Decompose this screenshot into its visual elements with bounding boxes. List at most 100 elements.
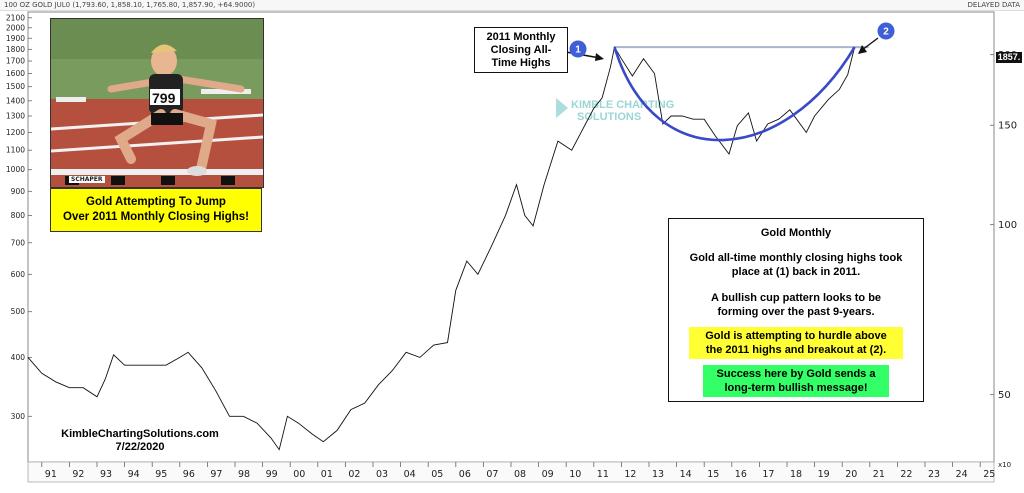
marker-2-label: 2 [883,27,889,38]
gold-price-line [27,45,856,451]
callout-2011-highs: 2011 Monthly Closing All- Time Highs [474,27,568,73]
last-price-tag: 1857. [996,52,1022,63]
left-tick-label: 2000 [6,23,25,32]
right-tick-label: 100 [998,220,1017,231]
instrument-bar: 100 OZ GOLD JUL0 (1,793.60, 1,858.10, 1,… [0,0,1024,11]
x-tick-label: 04 [404,469,416,480]
left-tick-label: 1000 [6,165,25,174]
x-tick-label: 96 [183,469,195,480]
x-tick-label: 92 [72,469,84,480]
notes-p1-line1: Gold all-time monthly closing highs took [689,252,903,264]
x-tick-label: 93 [100,469,112,480]
notes-green-line2: long-term bullish message! [724,382,868,394]
left-tick-label: 300 [11,412,26,421]
caption-line2: Over 2011 Monthly Closing Highs! [63,211,249,223]
notes-p1-line2: place at (1) back in 2011. [731,266,861,278]
left-tick-label: 600 [11,270,26,279]
gold-monthly-notes: Gold Monthly Gold all-time monthly closi… [668,218,924,402]
left-tick-label: 1900 [6,34,25,43]
x-tick-label: 10 [569,469,581,480]
x-tick-label: 08 [514,469,526,480]
left-tick-label: 1600 [6,69,25,78]
delayed-data-label: DELAYED DATA [967,1,1020,9]
source-credit: KimbleChartingSolutions.com 7/22/2020 [60,428,220,454]
right-tick-label: 150 [998,121,1017,132]
x-tick-label: 02 [348,469,360,480]
notes-paragraph-2: A bullish cup pattern looks to be formin… [669,291,923,319]
x-tick-label: 98 [238,469,250,480]
x-tick-label: 18 [790,469,802,480]
left-tick-label: 2100 [6,13,25,22]
x-tick-label: 99 [266,469,278,480]
callout-line1: 2011 Monthly [486,30,556,43]
x-tick-label: 24 [956,469,968,480]
hurdler-image: 799 [51,19,263,187]
left-tick-label: 500 [11,307,26,316]
x-tick-label: 91 [45,469,57,480]
left-tick-label: 1200 [6,128,25,137]
x-tick-label: 21 [873,469,885,480]
hurdler-photo: 799 SCHAPER [50,18,264,188]
x-tick-label: 94 [128,469,140,480]
notes-highlight-green: Success here by Gold sends a long-term b… [703,365,889,397]
left-tick-label: 800 [11,211,26,220]
notes-title: Gold Monthly [760,227,832,239]
credit-date: 7/22/2020 [115,441,165,453]
callout-arrow-head [595,53,604,61]
marker-2-arrow-head [858,45,867,54]
left-tick-label: 900 [11,187,26,196]
callout-line3: Time Highs [491,56,551,69]
x-tick-label: 07 [486,469,498,480]
cup-pattern-arc [613,46,856,142]
left-tick-label: 1100 [6,146,25,155]
x-tick-label: 23 [928,469,940,480]
notes-paragraph-1: Gold all-time monthly closing highs took… [669,251,923,279]
x-tick-label: 15 [707,469,719,480]
x-tick-label: 01 [321,469,333,480]
callout-line2: Closing All- [490,43,552,56]
notes-highlight-yellow: Gold is attempting to hurdle above the 2… [689,327,903,359]
x-tick-label: 20 [845,469,857,480]
x-tick-label: 17 [762,469,774,480]
x-tick-label: 97 [210,469,222,480]
x-tick-label: 13 [652,469,664,480]
left-tick-label: 1500 [6,82,25,91]
x-tick-label: 95 [155,469,167,480]
left-tick-label: 1400 [6,96,25,105]
marker-1-label: 1 [575,45,581,56]
watermark-line2: SOLUTIONS [577,111,641,123]
left-axis: 300 400 500 600 700 800 900 1000 1100 1200 1300 140… [6,13,32,421]
instrument-quote: 100 OZ GOLD JUL0 (1,793.60, 1,858.10, 1,… [4,1,256,9]
x-tick-label: 05 [431,469,443,480]
photo-caption: Gold Attempting To Jump Over 2011 Monthl… [50,188,262,232]
x-tick-label: 12 [624,469,636,480]
x-tick-label: 11 [597,469,609,480]
left-tick-label: 700 [11,238,26,247]
x-tick-label: 25 [983,469,995,480]
series-layer [27,45,856,451]
left-tick-label: 1300 [6,111,25,120]
x-tick-label: 14 [680,469,692,480]
watermark-logo-icon [556,98,568,118]
marker-1-circle [569,40,587,58]
caption-line1: Gold Attempting To Jump [86,196,226,208]
x-tick-label: 19 [818,469,830,480]
marker-2-arrow-line [861,37,879,51]
credit-site: KimbleChartingSolutions.com [61,428,219,440]
notes-yellow-line1: Gold is attempting to hurdle above [705,330,887,342]
left-tick-label: 400 [11,353,26,362]
x-tick-label: 06 [459,469,471,480]
left-tick-label: 1800 [6,45,25,54]
notes-yellow-line2: the 2011 highs and breakout at (2). [705,344,887,356]
axis-multiplier: x10 [998,461,1012,469]
x-axis: 91 92 93 94 95 96 97 98 99 00 01 02 03 04 05 06 07 08 09 10… [27,461,995,483]
x-tick-label: 16 [735,469,747,480]
notes-p2-line1: A bullish cup pattern looks to be [710,292,882,304]
marker-2-circle [877,22,895,40]
left-tick-label: 1700 [6,57,25,66]
notes-green-line1: Success here by Gold sends a [716,368,876,380]
right-tick-label: 50 [998,390,1011,401]
x-tick-label: 09 [542,469,554,480]
x-tick-label: 22 [900,469,912,480]
